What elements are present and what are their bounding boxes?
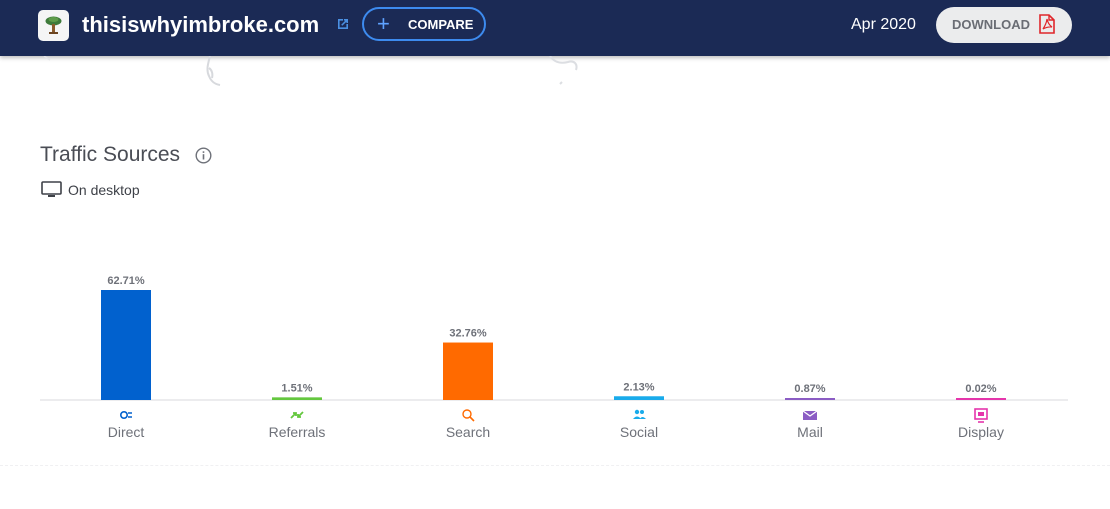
bar-direct[interactable] xyxy=(101,290,151,400)
category-label: Direct xyxy=(108,424,145,440)
map-fragment xyxy=(549,56,578,85)
bar-social[interactable] xyxy=(614,396,664,400)
bar-mail[interactable] xyxy=(785,398,835,400)
external-link-icon[interactable] xyxy=(335,16,351,32)
category-label: Display xyxy=(958,424,1004,440)
display-icon xyxy=(974,408,988,423)
info-icon[interactable] xyxy=(195,147,212,164)
mail-icon xyxy=(802,410,818,420)
direct-icon xyxy=(120,410,132,420)
referrals-icon xyxy=(290,411,304,419)
desktop-icon xyxy=(41,181,62,197)
bar-value-label: 32.76% xyxy=(449,328,487,340)
map-fragment xyxy=(206,56,221,86)
category-label: Search xyxy=(446,424,490,440)
social-icon xyxy=(633,409,646,419)
category-label: Social xyxy=(620,424,658,440)
bar-value-label: 0.02% xyxy=(965,383,996,395)
bar-display[interactable] xyxy=(956,398,1006,400)
top-bar: thisiswhyimbroke.com + COMPARE Apr 2020 … xyxy=(0,0,1110,56)
tree-icon xyxy=(45,16,62,34)
compare-button[interactable]: + COMPARE xyxy=(362,7,486,41)
bar-value-label: 2.13% xyxy=(623,381,654,393)
divider xyxy=(0,465,1110,466)
date-selector[interactable]: Apr 2020 xyxy=(851,16,916,33)
plus-icon: + xyxy=(377,11,390,36)
pdf-icon xyxy=(1039,14,1055,34)
category-label: Referrals xyxy=(269,424,326,440)
search-icon xyxy=(462,409,475,422)
bar-value-label: 1.51% xyxy=(281,382,312,394)
download-button[interactable]: DOWNLOAD xyxy=(936,7,1072,43)
site-name: thisiswhyimbroke.com xyxy=(82,12,320,37)
bar-value-label: 0.87% xyxy=(794,383,825,395)
device-label: On desktop xyxy=(68,182,140,198)
section-title: Traffic Sources xyxy=(40,143,181,166)
map-fragment xyxy=(43,56,51,61)
download-label: DOWNLOAD xyxy=(952,17,1030,32)
bar-search[interactable] xyxy=(443,342,493,400)
site-favicon xyxy=(38,10,69,41)
bar-referrals[interactable] xyxy=(272,397,322,400)
category-label: Mail xyxy=(797,424,823,440)
bar-value-label: 62.71% xyxy=(107,275,145,287)
compare-label: COMPARE xyxy=(408,17,474,32)
